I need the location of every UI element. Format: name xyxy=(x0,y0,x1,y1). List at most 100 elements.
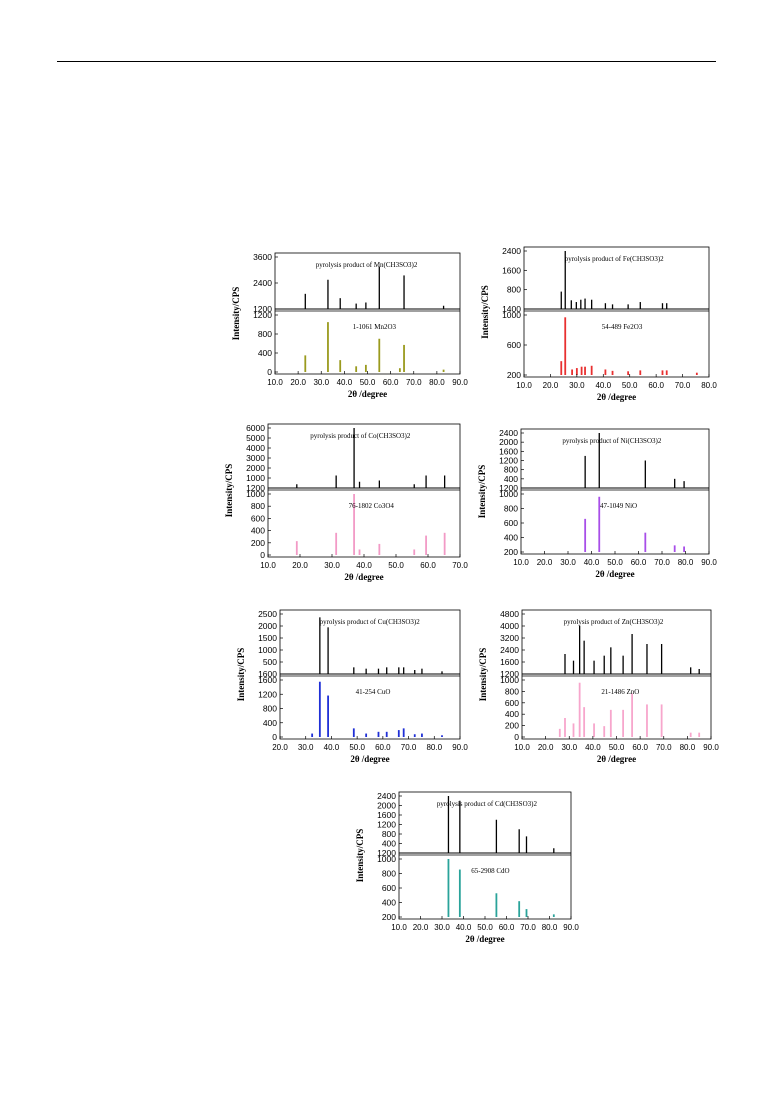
y-tick-label: 6000 xyxy=(246,423,265,433)
y-tick-label: 1200 xyxy=(377,848,396,858)
y-tick-label: 1600 xyxy=(377,810,396,820)
y-tick-label: 600 xyxy=(382,883,396,893)
bottom-label: 1-1061 Mn2O3 xyxy=(353,323,397,331)
y-axis-label: Intensity/CPS xyxy=(355,829,365,883)
xrd-panel-ni: 2400 2000 1600 1200 800 400 1200 pyrolysis prod… xyxy=(477,425,717,580)
x-tick-label: 30.0 xyxy=(434,923,450,932)
x-tick-label: 20.0 xyxy=(272,743,288,752)
y-tick-label: 4000 xyxy=(500,621,519,631)
y-tick-label: 1200 xyxy=(500,669,519,679)
y-tick-label: 200 xyxy=(251,538,265,548)
plot-frame xyxy=(520,428,710,555)
x-tick-label: 30.0 xyxy=(313,378,329,387)
x-tick-label: 40.0 xyxy=(456,923,472,932)
y-tick-label: 2500 xyxy=(258,609,277,619)
y-axis-label: Intensity/CPS xyxy=(231,287,241,341)
x-tick-label: 50.0 xyxy=(388,561,404,570)
x-tick-label: 20.0 xyxy=(537,558,553,567)
top-label: pyrolysis product of Fe(CH3SO3)2 xyxy=(565,255,664,263)
y-tick-label: 1000 xyxy=(502,310,521,320)
x-tick-label: 30.0 xyxy=(569,381,585,390)
y-tick-label: 400 xyxy=(258,348,272,358)
y-tick-label: 1500 xyxy=(258,633,277,643)
y-tick-label: 400 xyxy=(382,898,396,908)
y-tick-label: 2400 xyxy=(499,428,518,438)
x-tick-label: 10.0 xyxy=(513,558,529,567)
x-axis-label: 2θ /degree xyxy=(348,389,387,399)
x-tick-label: 90.0 xyxy=(701,558,717,567)
x-tick-label: 10.0 xyxy=(267,378,283,387)
x-tick-label: 60.0 xyxy=(420,561,436,570)
x-tick-label: 30.0 xyxy=(298,743,314,752)
x-axis-label: 2θ /degree xyxy=(350,754,389,764)
x-tick-label: 40.0 xyxy=(595,381,611,390)
y-tick-label: 1000 xyxy=(258,645,277,655)
y-tick-label: 1200 xyxy=(499,456,518,466)
y-tick-label: 2400 xyxy=(253,278,272,288)
xrd-plot-cu: 2500 2000 1500 1000 500 1600 pyrolysis product… xyxy=(236,609,468,764)
y-tick-label: 800 xyxy=(258,329,272,339)
top-label: pyrolysis product of Mn(CH3SO3)2 xyxy=(316,261,418,269)
x-axis-label: 2θ /degree xyxy=(465,934,504,944)
y-tick-label: 800 xyxy=(251,501,265,511)
x-tick-label: 10.0 xyxy=(514,743,530,752)
top-label: pyrolysis product of Cu(CH3SO3)2 xyxy=(320,618,421,626)
bottom-label: 41-254 CuO xyxy=(356,688,391,696)
y-tick-label: 2400 xyxy=(377,791,396,801)
x-tick-label: 70.0 xyxy=(401,743,417,752)
y-tick-label: 1000 xyxy=(377,854,396,864)
y-tick-label: 2000 xyxy=(246,463,265,473)
y-tick-label: 800 xyxy=(504,504,518,514)
bottom-label: 47-1049 NiO xyxy=(600,502,637,510)
x-tick-label: 20.0 xyxy=(292,561,308,570)
x-tick-label: 70.0 xyxy=(656,743,672,752)
plot-frame xyxy=(398,791,572,920)
x-tick-label: 80.0 xyxy=(542,923,558,932)
x-tick-label: 90.0 xyxy=(703,743,719,752)
x-tick-label: 50.0 xyxy=(349,743,365,752)
y-tick-label: 1600 xyxy=(499,446,518,456)
x-tick-label: 50.0 xyxy=(360,378,376,387)
x-tick-label: 30.0 xyxy=(324,561,340,570)
y-tick-label: 400 xyxy=(263,718,277,728)
y-tick-label: 200 xyxy=(504,547,518,557)
y-tick-label: 600 xyxy=(507,340,521,350)
y-tick-label: 2000 xyxy=(377,801,396,811)
y-tick-label: 2400 xyxy=(500,645,519,655)
x-tick-label: 40.0 xyxy=(324,743,340,752)
x-tick-label: 70.0 xyxy=(452,561,468,570)
y-tick-label: 1600 xyxy=(500,657,519,667)
bottom-label: 65-2908 CdO xyxy=(471,867,509,875)
y-tick-label: 800 xyxy=(382,829,396,839)
y-tick-label: 1000 xyxy=(499,489,518,499)
y-tick-label: 400 xyxy=(505,709,519,719)
top-label: pyrolysis product of Cd(CH3SO3)2 xyxy=(437,800,538,808)
x-tick-label: 80.0 xyxy=(429,378,445,387)
y-tick-label: 0 xyxy=(260,550,265,560)
xrd-plot-mn: 3600 2400 1200 pyrolysis product of Mn(CH3S… xyxy=(231,252,468,399)
x-tick-label: 60.0 xyxy=(499,923,515,932)
y-tick-label: 3200 xyxy=(500,633,519,643)
y-tick-label: 3000 xyxy=(246,453,265,463)
y-tick-label: 1600 xyxy=(258,675,277,685)
y-tick-label: 1000 xyxy=(246,489,265,499)
y-tick-label: 4800 xyxy=(500,609,519,619)
y-axis-label: Intensity/CPS xyxy=(480,285,490,339)
y-tick-label: 400 xyxy=(504,533,518,543)
y-tick-label: 200 xyxy=(507,370,521,380)
x-tick-label: 80.0 xyxy=(426,743,442,752)
bottom-label: 54-489 Fe2O3 xyxy=(602,323,643,331)
y-tick-label: 600 xyxy=(504,518,518,528)
y-tick-label: 400 xyxy=(251,526,265,536)
bottom-label: 21-1486 ZnO xyxy=(601,688,639,696)
y-tick-label: 400 xyxy=(504,474,518,484)
y-tick-label: 1200 xyxy=(499,483,518,493)
x-tick-label: 80.0 xyxy=(701,381,717,390)
x-tick-label: 90.0 xyxy=(452,743,468,752)
y-tick-label: 3600 xyxy=(253,252,272,262)
y-tick-label: 4000 xyxy=(246,443,265,453)
y-tick-label: 1200 xyxy=(246,483,265,493)
x-tick-label: 40.0 xyxy=(356,561,372,570)
x-tick-label: 30.0 xyxy=(560,558,576,567)
